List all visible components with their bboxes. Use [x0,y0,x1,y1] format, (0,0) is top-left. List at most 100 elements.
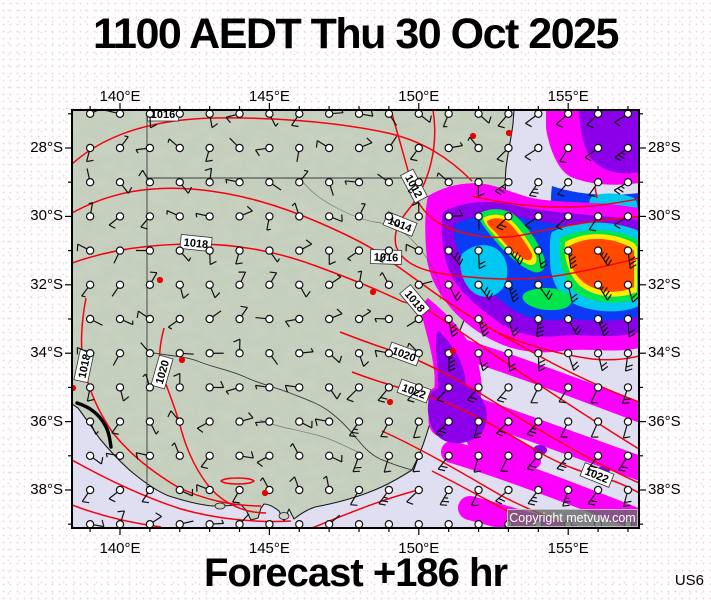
wind-barb [405,243,423,255]
station-circle [324,110,334,118]
station-circle [265,110,274,118]
station-circle [414,383,423,392]
wind-barb [527,485,543,506]
wind-barb [175,246,192,262]
wind-barb [407,383,423,403]
station-circle [504,143,513,153]
lat-label-left: 34°S [30,344,63,362]
wind-barb [256,451,274,468]
precip-area [522,288,572,311]
wind-barb [85,417,99,435]
wind-barb [135,451,155,460]
wind-barb [621,383,633,405]
wind-barb [138,169,155,187]
station-circle [145,417,155,426]
wind-barb [175,280,190,299]
wind-barb [534,246,548,269]
station-circle [384,520,394,528]
wind-barb [474,246,486,270]
island [278,512,290,520]
page-title: 1100 AEDT Thu 30 Oct 2025 [93,10,619,58]
city-dot [469,132,477,140]
wind-barb [467,136,483,153]
wind-barb [534,314,545,338]
station-circle [265,143,274,153]
wind-barb [414,110,432,123]
wind-barb [380,417,394,438]
station-circle [205,177,214,187]
wind-barb [474,177,485,197]
station-circle [115,383,125,392]
wind-barb [205,280,221,299]
wind-barb [525,110,543,128]
station-circle [384,451,394,460]
wind-barb [623,246,637,269]
lat-label-left: 30°S [30,207,63,225]
wind-barb [140,212,155,230]
wind-barb [324,308,343,324]
wind-barb [556,451,573,472]
lat-label-right: 38°S [648,481,681,498]
wind-barb [557,177,573,197]
station-circle [474,485,483,495]
station-circle [623,451,633,460]
wind-barb [145,110,157,129]
station-circle [564,110,573,118]
wind-barb [135,246,155,255]
station-circle [444,451,453,460]
wind-barb [295,348,314,358]
wind-barb [347,246,364,262]
wind-barb [85,383,95,402]
wind-barb [141,485,155,504]
wind-barb [348,417,364,438]
station-circle [593,485,603,495]
station-circle [175,177,184,187]
city-dot [386,398,394,406]
station-circle [444,314,453,324]
wind-barb [295,143,304,162]
city-dot [261,489,269,497]
station-circle [534,314,543,324]
station-circle [504,280,513,289]
station-circle [444,485,453,495]
lon-label-bottom: 145°E [248,540,290,557]
wind-barb [145,271,158,289]
station-circle [534,451,543,460]
city-dot [156,276,164,284]
wind-barb [314,417,334,426]
station-circle [265,349,274,358]
station-circle [474,177,483,187]
wind-barbs [76,110,639,528]
wind-barb [593,280,612,301]
station-circle [205,451,214,460]
station-circle [534,143,543,153]
station-circle [145,349,155,358]
wind-barb [235,513,250,528]
wind-barb [564,246,578,269]
wind-barb [378,485,394,506]
station-circle [324,280,334,289]
wind-barb [265,212,274,231]
station-circle [85,110,95,118]
station-circle [474,383,483,392]
station-circle [504,246,513,255]
station-circle [324,314,334,324]
wind-barb [173,372,184,392]
wind-barb [526,417,543,437]
wind-barb [167,138,184,153]
wind-barb [524,143,543,161]
wind-barb [225,383,244,395]
wind-barb [205,143,214,163]
station-circle [504,417,513,426]
lat-label-left: 28°S [30,139,63,156]
wind-barb [354,203,366,221]
precip-band [440,335,639,422]
bold-coast-segment [75,401,113,449]
wind-barb [295,280,311,298]
station-circle [145,520,155,528]
isobar-line [491,329,639,361]
station-circle [623,485,633,495]
wind-barb [166,210,184,221]
station-circle [205,485,214,495]
